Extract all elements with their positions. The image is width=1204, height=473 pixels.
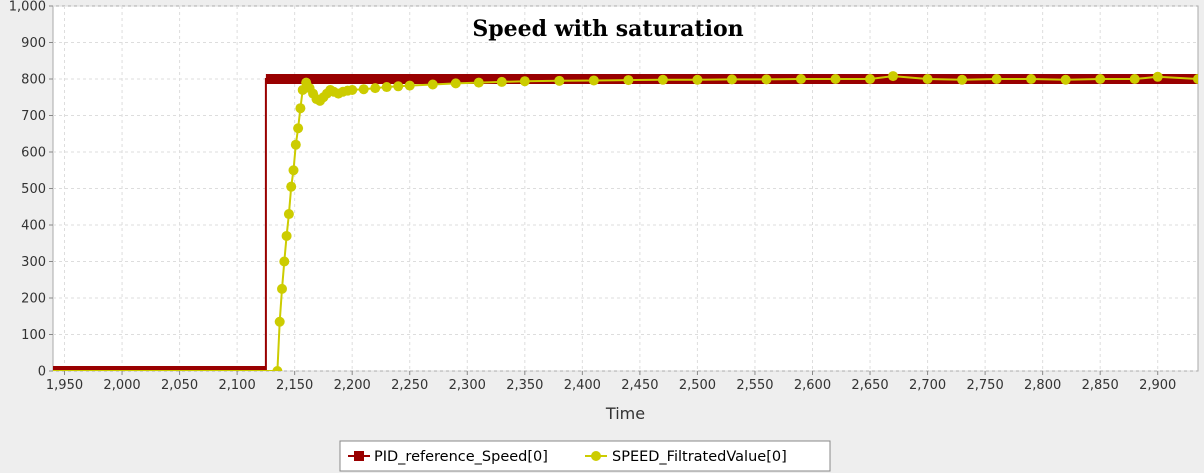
x-tick-label: 2,300 [449,378,486,393]
x-tick-label: 2,550 [736,378,773,393]
data-point-speed-filtrated [726,74,737,85]
x-tick-label: 2,750 [967,378,1004,393]
x-tick-label: 2,250 [391,378,428,393]
data-point-speed-filtrated [865,74,876,84]
data-point-speed-filtrated [393,81,404,92]
data-point-speed-filtrated [370,83,381,94]
y-tick-label: 400 [21,219,46,234]
y-tick-label: 500 [21,182,46,197]
data-point-speed-filtrated [427,79,438,90]
x-tick-label: 2,200 [334,378,371,393]
data-point-speed-filtrated [957,74,968,85]
x-axis-title: Time [605,404,645,423]
data-point-speed-filtrated [692,74,703,85]
legend-label-pid-reference: PID_reference_Speed[0] [374,449,548,465]
data-point-speed-filtrated [473,77,484,88]
data-point-speed-filtrated [1026,74,1037,84]
x-tick-label: 2,500 [679,378,716,393]
x-axis: 1,950 2,000 2,050 2,100 2,150 2,200 2,250 2,300… [46,371,1176,393]
data-point-speed-filtrated [286,181,297,192]
x-tick-label: 2,850 [1082,378,1119,393]
data-point-speed-filtrated [293,123,304,134]
data-point-speed-filtrated [1095,74,1106,84]
x-tick-label: 2,900 [1139,378,1176,393]
data-point-speed-filtrated [830,74,841,84]
data-point-speed-filtrated [290,139,301,150]
data-point-speed-filtrated [1152,71,1163,82]
y-tick-label: 600 [21,146,46,161]
data-point-speed-filtrated [496,76,507,87]
y-tick-label: 900 [21,36,46,51]
y-axis: 0 100 200 300 400 500 600 700 800 900 1,000 [9,0,53,380]
y-tick-label: 1,000 [9,0,46,15]
data-point-speed-filtrated [272,366,283,371]
grid [53,5,1198,372]
y-tick-label: 700 [21,109,46,124]
data-point-speed-filtrated [922,74,933,84]
data-point-speed-filtrated [623,75,634,86]
data-point-speed-filtrated [657,74,668,85]
data-point-speed-filtrated [795,74,806,84]
series-layer [53,71,1198,371]
series-markers-pid-reference [53,366,266,371]
y-tick-label: 100 [21,328,46,343]
x-tick-label: 2,450 [621,378,658,393]
data-point-speed-filtrated [588,75,599,86]
legend-marker-pid-reference [354,451,364,461]
y-tick-label: 300 [21,255,46,270]
legend-marker-speed-filtrated [591,451,601,461]
data-point-speed-filtrated [347,84,358,95]
data-point-speed-filtrated [1060,74,1071,85]
legend: PID_reference_Speed[0] SPEED_FiltratedVal… [339,440,831,472]
x-tick-label: 2,400 [564,378,601,393]
data-point-speed-filtrated [1193,74,1198,84]
data-point-speed-filtrated [450,78,461,89]
data-point-speed-filtrated [1129,74,1140,84]
data-point-speed-filtrated [554,75,565,86]
data-point-speed-filtrated [381,82,392,93]
data-point-speed-filtrated [279,256,290,267]
x-tick-label: 2,100 [219,378,256,393]
x-tick-label: 1,950 [46,378,83,393]
data-point-speed-filtrated [295,103,306,114]
data-point-speed-filtrated [519,76,530,87]
data-point-speed-filtrated [274,316,285,327]
data-point-speed-filtrated [277,283,287,294]
x-tick-label: 2,050 [161,378,198,393]
data-point-speed-filtrated [404,80,415,91]
chart-title: Speed with saturation [472,16,743,42]
y-tick-label: 200 [21,292,46,307]
data-point-speed-filtrated [991,74,1002,84]
x-tick-label: 2,800 [1024,378,1061,393]
x-tick-label: 2,650 [851,378,888,393]
data-point-speed-filtrated [358,84,369,95]
x-tick-label: 2,000 [103,378,140,393]
x-tick-label: 2,150 [276,378,313,393]
legend-label-speed-filtrated: SPEED_FiltratedValue[0] [612,449,787,465]
x-tick-label: 2,600 [794,378,831,393]
y-tick-label: 800 [21,73,46,88]
data-point-speed-filtrated [761,74,772,85]
data-point-speed-filtrated [888,71,899,82]
y-tick-label: 0 [38,365,46,380]
x-tick-label: 2,350 [506,378,543,393]
x-tick-label: 2,700 [909,378,946,393]
data-point-speed-filtrated [283,209,294,220]
data-point-speed-filtrated [288,165,299,176]
data-point-speed-filtrated [281,230,292,241]
